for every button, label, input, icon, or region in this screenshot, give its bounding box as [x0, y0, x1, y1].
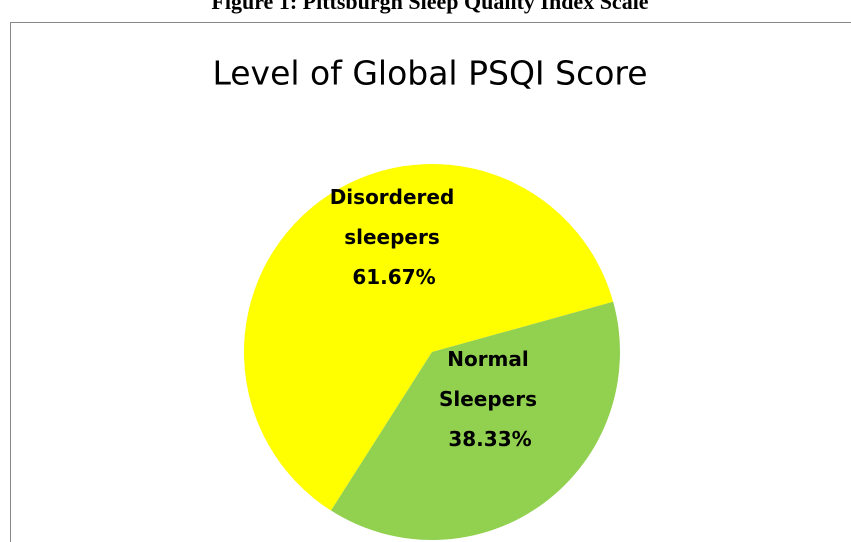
- category-name: Normal Sleepers: [439, 347, 537, 411]
- category-line: sleepers: [344, 225, 440, 249]
- category-name: Disordered sleepers: [330, 185, 455, 249]
- chart-border: [10, 22, 851, 542]
- value-label: 61.67%: [352, 265, 435, 289]
- slice-label: Disordered sleepers 61.67%: [330, 185, 455, 289]
- figure-caption: Figure 1: Pittsburgh Sleep Quality Index…: [211, 0, 648, 14]
- pie-slice: [330, 301, 620, 540]
- category-line: Disordered: [330, 185, 455, 209]
- value-label: 38.33%: [448, 427, 531, 451]
- chart-title: Level of Global PSQI Score: [212, 54, 647, 93]
- category-line: Normal: [447, 347, 529, 371]
- pie-slice: [243, 163, 614, 511]
- category-line: Sleepers: [439, 387, 537, 411]
- slice-label: Normal Sleepers 38.33%: [439, 347, 537, 451]
